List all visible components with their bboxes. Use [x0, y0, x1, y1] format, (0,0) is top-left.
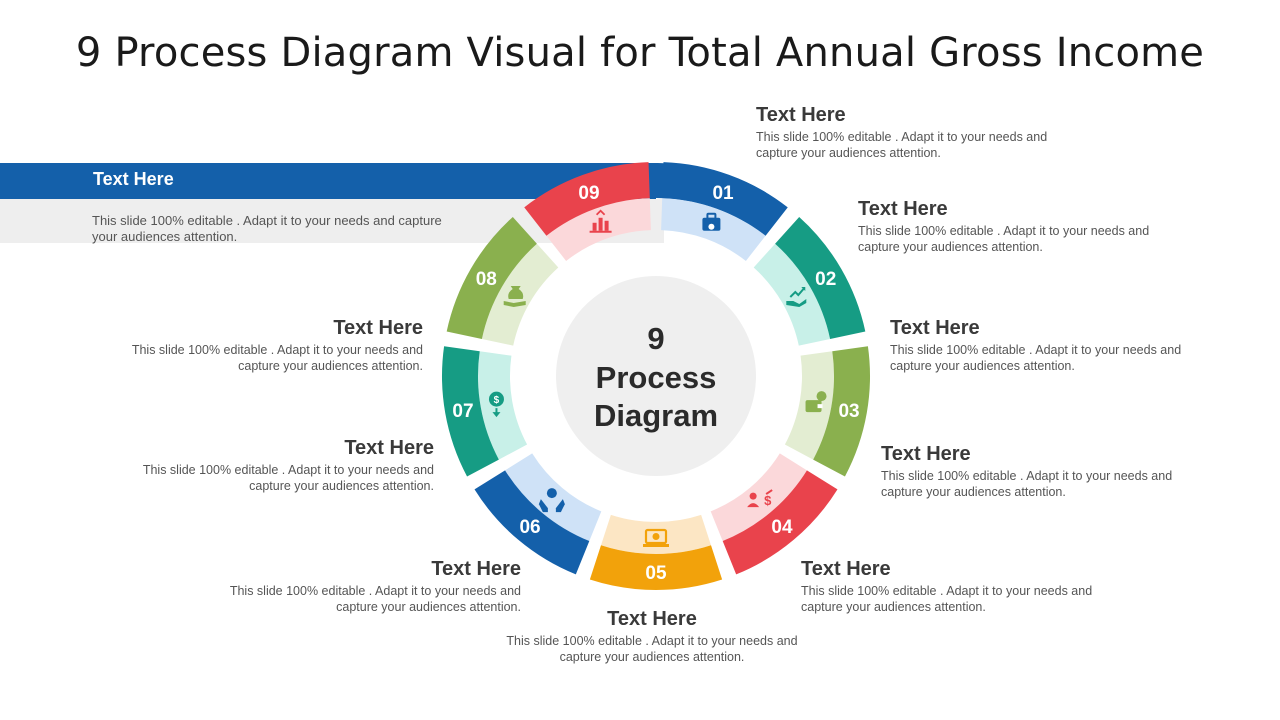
svg-text:$: $ [494, 395, 500, 406]
hand-moneybag-icon [503, 286, 526, 307]
segment-09: 09 [524, 162, 651, 261]
segment-04-number: 04 [771, 517, 793, 538]
laptop-dollar-icon [643, 528, 669, 547]
step-05-description: This slide 100% editable . Adapt it to y… [801, 584, 1093, 614]
segment-05-outer-band [589, 545, 723, 590]
step-02-text: Text Here This slide 100% editable . Ada… [756, 104, 1076, 161]
segment-04: 04 $ [710, 453, 838, 575]
segment-03-number: 03 [838, 401, 859, 422]
step-06-description: This slide 100% editable . Adapt it to y… [506, 634, 798, 664]
segment-09-number: 09 [578, 183, 599, 204]
step-02-text-block: Text Here This slide 100% editable . Ada… [858, 198, 1178, 255]
banner-heading: Text Here [93, 169, 174, 189]
hands-dollar-icon [538, 488, 565, 513]
segment-07-outer-band [442, 346, 499, 477]
segment-06-outer-band [474, 470, 590, 575]
segment-07-inner-band [478, 351, 528, 460]
segment-02-outer-band [775, 216, 866, 339]
segment-01-number: 01 [712, 183, 734, 204]
segment-01: 01 [661, 162, 788, 261]
step-08-description: This slide 100% editable . Adapt it to y… [142, 463, 434, 493]
growth-hand-icon [786, 287, 807, 307]
segment-04-inner-band [710, 453, 807, 542]
svg-text:$: $ [764, 493, 772, 508]
step-01-description: This slide 100% editable . Adapt it to y… [756, 130, 1048, 160]
segment-09-outer-band [524, 162, 650, 236]
step-07-description: This slide 100% editable . Adapt it to y… [229, 584, 521, 614]
step-06-heading: Text Here [607, 608, 697, 630]
people-dollar-icon: $ [747, 489, 773, 508]
step-07-heading: Text Here [431, 558, 521, 580]
step-02-description: This slide 100% editable . Adapt it to y… [858, 224, 1150, 254]
wallet-coin-icon [805, 391, 827, 413]
step-01-heading: Text Here [756, 104, 846, 126]
segment-02-number: 02 [815, 269, 836, 290]
step-09-text-block: Text Here This slide 100% editable . Ada… [103, 317, 423, 374]
step-08-heading: Text Here [344, 437, 434, 459]
step-04-text-block: Text Here This slide 100% editable . Ada… [881, 443, 1201, 500]
segment-08-outer-band [446, 216, 537, 339]
segment-05: 05 [589, 514, 723, 590]
step-05-text-block: Text Here This slide 100% editable . Ada… [801, 558, 1121, 615]
segment-06-number: 06 [519, 517, 540, 538]
step-06-text-block: Text Here This slide 100% editable . Ada… [492, 608, 812, 665]
step-09-heading: Text Here [333, 317, 423, 339]
page-title: 9 Process Diagram Visual for Total Annua… [75, 30, 1205, 76]
step-03-text-block: Text Here This slide 100% editable . Ada… [890, 317, 1210, 374]
segment-08-number: 08 [476, 269, 497, 290]
banner-description: This slide 100% editable . Adapt it to y… [92, 213, 442, 244]
segment-01-outer-band [662, 162, 788, 236]
segment-05-number: 05 [645, 563, 667, 584]
segment-02: 02 [753, 216, 866, 346]
step-03-heading: Text Here [890, 317, 980, 339]
segment-06: 06 [474, 453, 602, 575]
center-label-line-3: Diagram [594, 398, 718, 433]
segment-07-number: 07 [452, 401, 473, 422]
segment-07: 07 $ [442, 346, 528, 477]
step-04-description: This slide 100% editable . Adapt it to y… [881, 469, 1173, 499]
step-08-text-block: Text Here This slide 100% editable . Ada… [114, 437, 434, 494]
segment-04-outer-band [722, 470, 838, 575]
step-03-description: This slide 100% editable . Adapt it to y… [890, 343, 1182, 373]
segment-08: 08 [446, 216, 559, 346]
step-09-description: This slide 100% editable . Adapt it to y… [131, 343, 423, 373]
bar-chart-icon [589, 209, 612, 233]
center-circle [556, 276, 756, 476]
step-04-heading: Text Here [881, 443, 971, 465]
segment-03: 03 [784, 346, 870, 477]
step-07-text-block: Text Here This slide 100% editable . Ada… [201, 558, 521, 615]
coin-arrow-icon: $ [488, 391, 504, 418]
briefcase-money-icon [702, 212, 721, 231]
step-05-heading: Text Here [801, 558, 891, 580]
center-label-line-2: Process [596, 360, 717, 395]
step-02-heading: Text Here [858, 198, 948, 220]
segment-03-outer-band [813, 346, 870, 477]
center-label-line-1: 9 [647, 321, 664, 356]
